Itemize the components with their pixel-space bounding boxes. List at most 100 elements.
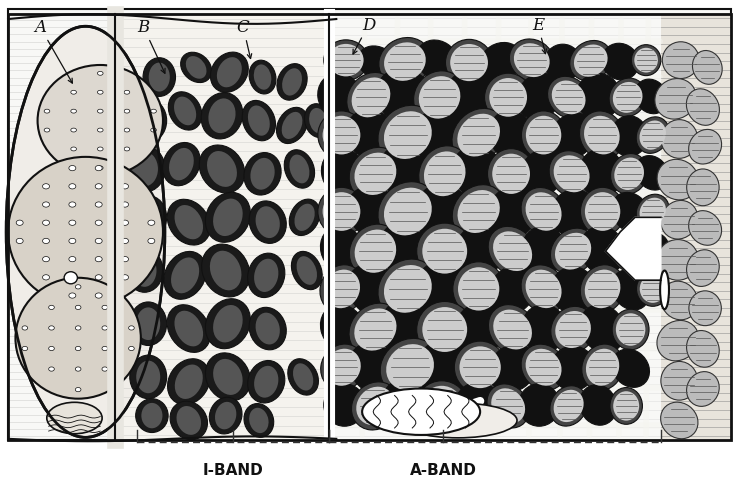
Text: I-BAND: I-BAND [202, 462, 263, 477]
Ellipse shape [75, 305, 81, 310]
Ellipse shape [384, 188, 432, 236]
Text: C: C [236, 19, 252, 60]
Ellipse shape [126, 249, 163, 293]
Ellipse shape [95, 275, 102, 280]
Ellipse shape [448, 72, 501, 123]
Ellipse shape [687, 372, 719, 407]
Ellipse shape [130, 302, 167, 346]
Ellipse shape [457, 191, 500, 233]
Ellipse shape [102, 367, 108, 371]
Ellipse shape [69, 202, 76, 208]
Ellipse shape [49, 326, 55, 331]
Ellipse shape [570, 42, 612, 82]
Ellipse shape [95, 184, 102, 190]
Ellipse shape [415, 262, 471, 318]
Ellipse shape [352, 382, 399, 430]
Ellipse shape [95, 221, 102, 226]
Ellipse shape [613, 392, 639, 421]
Ellipse shape [102, 305, 108, 310]
Ellipse shape [210, 251, 242, 291]
Ellipse shape [174, 97, 196, 126]
Ellipse shape [136, 361, 160, 393]
Ellipse shape [43, 275, 50, 280]
Ellipse shape [525, 349, 562, 386]
Ellipse shape [47, 403, 102, 434]
Ellipse shape [44, 129, 50, 133]
Ellipse shape [282, 113, 302, 140]
Ellipse shape [492, 154, 530, 195]
Ellipse shape [174, 206, 203, 240]
Ellipse shape [661, 121, 698, 159]
Ellipse shape [291, 252, 322, 290]
Ellipse shape [64, 272, 78, 284]
Ellipse shape [213, 359, 242, 395]
Ellipse shape [489, 188, 537, 238]
Ellipse shape [614, 158, 644, 191]
Ellipse shape [350, 148, 401, 201]
Ellipse shape [201, 93, 243, 139]
Ellipse shape [44, 110, 50, 114]
Ellipse shape [323, 193, 361, 231]
Ellipse shape [249, 308, 286, 350]
Ellipse shape [416, 381, 468, 431]
Ellipse shape [98, 148, 103, 151]
Ellipse shape [687, 90, 720, 126]
Ellipse shape [662, 43, 699, 79]
Ellipse shape [321, 345, 365, 391]
Bar [333, 15, 661, 440]
Ellipse shape [43, 257, 50, 262]
Ellipse shape [249, 61, 276, 95]
Ellipse shape [167, 200, 211, 245]
Ellipse shape [69, 275, 76, 280]
Ellipse shape [552, 81, 585, 115]
Ellipse shape [493, 310, 532, 350]
Ellipse shape [69, 184, 76, 190]
Ellipse shape [75, 367, 81, 371]
Ellipse shape [689, 291, 721, 326]
Ellipse shape [378, 182, 437, 242]
Ellipse shape [6, 27, 165, 438]
Ellipse shape [522, 227, 566, 275]
Ellipse shape [98, 129, 103, 133]
Ellipse shape [422, 229, 467, 274]
Ellipse shape [509, 40, 554, 82]
Ellipse shape [661, 282, 698, 320]
Ellipse shape [551, 190, 596, 236]
Ellipse shape [480, 44, 522, 82]
Ellipse shape [43, 202, 50, 208]
Ellipse shape [132, 255, 157, 287]
Ellipse shape [550, 386, 588, 426]
Ellipse shape [635, 80, 668, 115]
Ellipse shape [177, 406, 201, 435]
Ellipse shape [200, 146, 245, 194]
Ellipse shape [586, 349, 619, 386]
Ellipse shape [355, 153, 396, 196]
Ellipse shape [661, 402, 698, 439]
Ellipse shape [551, 346, 595, 391]
Ellipse shape [424, 152, 466, 197]
Ellipse shape [213, 305, 242, 343]
Text: E: E [532, 16, 547, 55]
Ellipse shape [129, 347, 134, 351]
Ellipse shape [124, 129, 130, 133]
Ellipse shape [417, 224, 473, 280]
Ellipse shape [517, 74, 562, 120]
Ellipse shape [205, 299, 251, 349]
Ellipse shape [242, 101, 276, 141]
Ellipse shape [75, 347, 81, 351]
Ellipse shape [488, 305, 537, 355]
Ellipse shape [417, 342, 473, 395]
Ellipse shape [49, 367, 55, 371]
Ellipse shape [148, 221, 155, 226]
Ellipse shape [347, 73, 395, 123]
Ellipse shape [636, 195, 670, 229]
Ellipse shape [180, 53, 211, 83]
Ellipse shape [321, 305, 366, 353]
Ellipse shape [207, 151, 237, 187]
Ellipse shape [277, 64, 307, 101]
Ellipse shape [555, 311, 591, 348]
Ellipse shape [488, 227, 537, 276]
Ellipse shape [602, 44, 638, 81]
Ellipse shape [129, 326, 134, 331]
Ellipse shape [580, 188, 624, 236]
